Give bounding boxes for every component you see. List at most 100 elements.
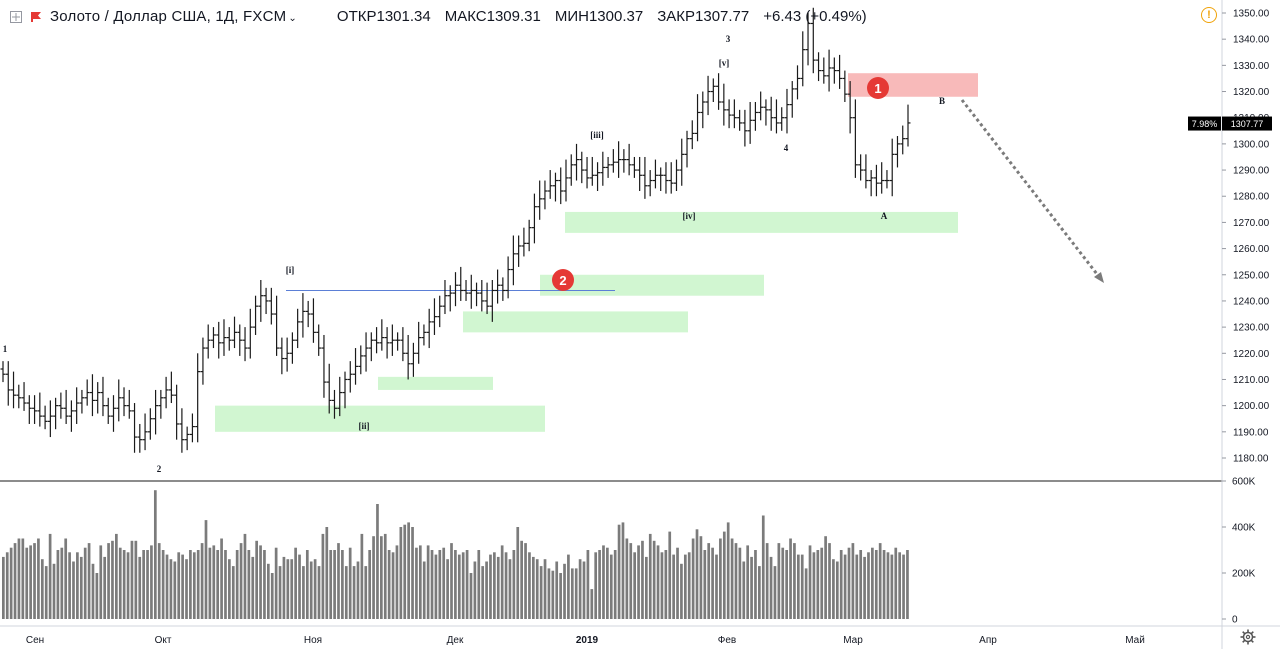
volume-bar: [68, 552, 71, 619]
volume-tick-label: 200K: [1232, 569, 1256, 580]
ohlc-bar: [589, 156, 595, 186]
ohlc-bar: [126, 389, 132, 419]
ohlc-bar: [579, 151, 585, 184]
volume-bar: [816, 550, 820, 619]
ohlc-bar: [710, 78, 716, 102]
volume-bar: [251, 556, 255, 619]
volume-bar: [403, 524, 407, 619]
ohlc-bar: [516, 235, 522, 267]
ohlc-bar: [716, 73, 722, 110]
ohlc-bar: [16, 384, 22, 409]
volume-bar: [726, 522, 730, 619]
ohlc-bar: [79, 389, 85, 414]
alert-circle-icon[interactable]: !: [1201, 7, 1217, 23]
crosshair-icon[interactable]: [10, 10, 22, 23]
volume-bar: [539, 566, 543, 619]
volume-bar: [695, 529, 699, 619]
volume-bar: [263, 550, 266, 619]
volume-bar: [847, 547, 851, 619]
ohlc-bar: [484, 282, 490, 315]
chevron-down-icon[interactable]: ⌄: [288, 13, 297, 24]
ohlc-bar: [374, 327, 380, 354]
ohlc-bar: [384, 327, 390, 359]
ohlc-bar: [689, 120, 695, 150]
volume-bar: [629, 543, 633, 619]
time-axis-label: Апр: [979, 635, 997, 646]
ohlc-bar: [489, 280, 495, 322]
ohlc-bar: [447, 285, 453, 312]
time-axis-label: 2019: [576, 635, 599, 646]
volume-bar: [504, 552, 508, 619]
volume-bar: [25, 547, 29, 619]
ohlc-bar: [410, 342, 416, 377]
volume-bar: [691, 538, 695, 619]
volume-bar: [286, 559, 290, 619]
symbol-title[interactable]: Золото / Доллар США, 1Д, FXCM ⌄: [50, 8, 297, 25]
volume-bar: [368, 550, 372, 619]
price-tick-label: 1290.00: [1233, 166, 1270, 177]
ohlc-bar: [537, 180, 543, 220]
volume-bar: [738, 547, 742, 619]
volume-bar: [115, 533, 118, 619]
ohlc-bar: [900, 125, 906, 155]
volume-bar: [590, 589, 594, 619]
price-tick-label: 1180.00: [1233, 454, 1269, 465]
volume-bar: [804, 568, 808, 619]
ohlc-bar: [63, 389, 69, 424]
percent-tag-bg: [1188, 116, 1221, 131]
volume-bar: [765, 543, 769, 619]
volume-bar: [730, 538, 734, 619]
ohlc-bar: [563, 159, 569, 202]
price-tick-label: 1320.00: [1233, 87, 1270, 98]
ohlc-bar: [752, 102, 758, 131]
volume-bar: [547, 568, 551, 619]
volume-bar: [430, 550, 434, 619]
volume-bar: [181, 554, 184, 619]
volume-bar: [773, 566, 777, 619]
volume-bar: [60, 547, 64, 619]
volume-bar: [344, 566, 348, 619]
volume-bar: [434, 554, 438, 619]
ohlc-bar: [510, 235, 516, 286]
ohlc-bar: [95, 382, 101, 414]
ohlc-bar: [521, 227, 527, 257]
volume-bar: [169, 559, 173, 619]
volume-bar: [99, 545, 103, 619]
volume-bar: [118, 547, 122, 619]
ohlc-bar: [621, 149, 627, 173]
volume-bar: [305, 550, 309, 619]
ohlc-bar: [347, 361, 353, 393]
volume-tick-label: 600K: [1232, 477, 1256, 488]
ohlc-bar: [342, 371, 348, 409]
volume-bar: [228, 559, 231, 619]
ohlc-bar: [153, 389, 159, 435]
wave-label: [v]: [719, 58, 730, 68]
ohlc-bar: [132, 403, 138, 453]
ohlc-bar: [216, 321, 222, 359]
ohlc-bar: [395, 332, 401, 351]
volume-bar: [372, 536, 375, 619]
volume-bar: [150, 545, 153, 619]
ohlc-bar: [873, 164, 879, 197]
ohlc-bar: [879, 162, 885, 194]
flag-icon[interactable]: [30, 11, 42, 23]
volume-bar: [789, 538, 792, 619]
price-tick-label: 1200.00: [1233, 401, 1270, 412]
time-axis-label: Май: [1125, 635, 1145, 646]
volume-bar: [508, 559, 512, 619]
volume-bar: [676, 547, 679, 619]
volume-bar: [871, 547, 874, 619]
ohlc-bar: [205, 324, 211, 359]
volume-bar: [391, 552, 395, 619]
gear-icon[interactable]: [1240, 629, 1256, 645]
volume-bar: [107, 543, 110, 619]
volume-bar: [446, 559, 449, 619]
volume-bar: [95, 573, 99, 619]
marker-badge: 1: [867, 77, 889, 99]
volume-bar: [9, 547, 13, 619]
open-value: ОТКР1301.34: [336, 8, 431, 25]
volume-bar: [796, 554, 800, 619]
volume-bar: [664, 550, 668, 619]
volume-bar: [387, 550, 391, 619]
